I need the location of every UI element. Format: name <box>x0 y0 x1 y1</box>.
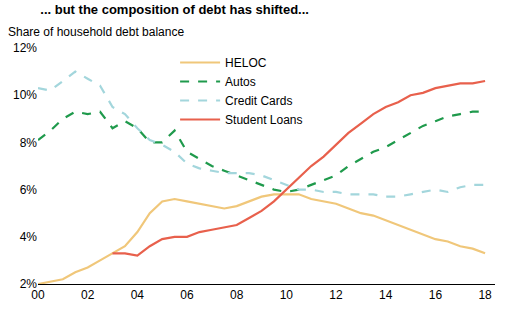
svg-text:Credit Cards: Credit Cards <box>225 94 292 108</box>
svg-text:... but the composition of deb: ... but the composition of debt has shif… <box>40 2 309 17</box>
svg-text:Autos: Autos <box>225 75 256 89</box>
svg-text:4%: 4% <box>20 230 38 244</box>
svg-text:10: 10 <box>280 288 294 302</box>
svg-text:Share of household debt balanc: Share of household debt balance <box>8 25 184 39</box>
svg-text:02: 02 <box>81 288 95 302</box>
svg-text:2%: 2% <box>20 277 38 291</box>
svg-text:Student Loans: Student Loans <box>225 113 302 127</box>
svg-text:14: 14 <box>379 288 393 302</box>
svg-text:06: 06 <box>180 288 194 302</box>
svg-text:10%: 10% <box>13 88 37 102</box>
svg-text:HELOC: HELOC <box>225 56 267 70</box>
svg-text:18: 18 <box>478 288 492 302</box>
svg-text:8%: 8% <box>20 136 38 150</box>
svg-text:16: 16 <box>429 288 443 302</box>
svg-text:04: 04 <box>131 288 145 302</box>
svg-text:12%: 12% <box>13 41 37 55</box>
svg-text:00: 00 <box>31 288 45 302</box>
svg-text:08: 08 <box>230 288 244 302</box>
svg-text:12: 12 <box>329 288 343 302</box>
svg-text:6%: 6% <box>20 183 38 197</box>
